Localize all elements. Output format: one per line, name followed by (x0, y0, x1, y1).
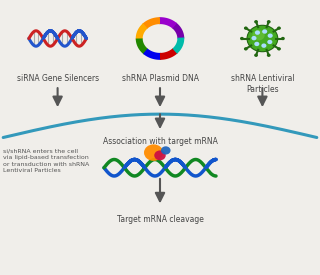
Text: siRNA Gene Silencers: siRNA Gene Silencers (17, 74, 99, 83)
Circle shape (144, 144, 163, 161)
Circle shape (277, 47, 281, 51)
Text: Association with target mRNA: Association with target mRNA (103, 138, 217, 147)
Circle shape (240, 37, 244, 40)
Circle shape (247, 25, 278, 52)
Circle shape (161, 146, 171, 155)
Circle shape (252, 30, 265, 40)
Circle shape (254, 54, 258, 57)
Circle shape (252, 36, 257, 40)
Circle shape (267, 20, 271, 23)
Circle shape (254, 42, 260, 46)
Circle shape (244, 26, 248, 30)
Text: Target mRNA cleavage: Target mRNA cleavage (116, 214, 204, 224)
Text: si/shRNA enters the cell
via lipid-based transfection
or transduction with shRNA: si/shRNA enters the cell via lipid-based… (3, 148, 90, 173)
Circle shape (254, 20, 258, 23)
Circle shape (277, 26, 281, 30)
Circle shape (244, 47, 248, 51)
Circle shape (268, 34, 273, 38)
Circle shape (261, 43, 267, 48)
Circle shape (255, 31, 260, 35)
Circle shape (262, 29, 267, 34)
Circle shape (267, 40, 272, 44)
Circle shape (267, 54, 271, 57)
Circle shape (154, 150, 166, 160)
Text: shRNA Plasmid DNA: shRNA Plasmid DNA (122, 74, 198, 83)
Circle shape (281, 37, 285, 40)
Text: shRNA Lentiviral
Particles: shRNA Lentiviral Particles (231, 74, 294, 94)
